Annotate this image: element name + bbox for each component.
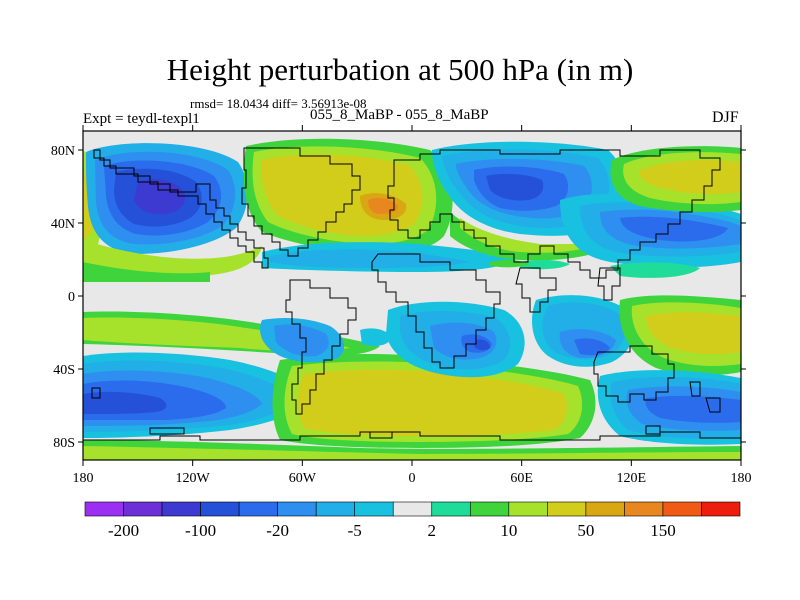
colorbar: -200 -100 -20 -5 2 10 50 150: [84, 501, 741, 540]
latitude-axis: 80N 40N 0 40S 80S: [51, 144, 746, 451]
colorbar-swatch: [547, 501, 587, 517]
lon-tick-label: 60E: [510, 471, 533, 486]
colorbar-label: 2: [428, 521, 437, 540]
colorbar-swatch: [123, 501, 163, 517]
colorbar-swatch: [624, 501, 664, 517]
colorbar-swatch: [238, 501, 278, 517]
coastlines: [83, 147, 741, 441]
experiment-names: 055_8_MaBP - 055_8_MaBP: [310, 107, 489, 123]
lon-tick-label: 180: [731, 471, 752, 486]
lon-tick-label: 180: [73, 471, 94, 486]
colorbar-swatch: [84, 501, 124, 517]
rmsd-diff-stats: rmsd= 18.0434 diff= 3.56913e-08: [190, 96, 367, 111]
colorbar-swatch: [662, 501, 702, 517]
colorbar-label: 150: [650, 521, 676, 540]
colorbar-swatch: [392, 501, 433, 517]
colorbar-swatch: [585, 501, 625, 517]
colorbar-swatch: [200, 501, 240, 517]
colorbar-label: -5: [348, 521, 362, 540]
lat-tick-label: 80N: [51, 144, 75, 159]
lon-tick-label: 60W: [289, 471, 317, 486]
colorbar-swatch: [469, 501, 510, 517]
colorbar-label: -100: [185, 521, 216, 540]
lon-tick-label: 120W: [176, 471, 211, 486]
lon-tick-label: 120E: [617, 471, 647, 486]
colorbar-swatch: [354, 501, 394, 517]
experiment-label: Expt = teydl-texpl1: [83, 111, 200, 127]
colorbar-label: -20: [266, 521, 289, 540]
colorbar-swatch: [508, 501, 548, 517]
colorbar-swatch: [315, 501, 356, 517]
lat-tick-label: 40S: [53, 363, 75, 378]
colorbar-swatch: [277, 501, 317, 517]
plot-title: Height perturbation at 500 hPa (in m): [166, 52, 634, 87]
colorbar-label: -200: [108, 521, 139, 540]
colorbar-swatch: [701, 501, 741, 517]
lon-tick-label: 0: [409, 471, 416, 486]
contour-field: [83, 131, 741, 460]
longitude-axis: 180 120W 60W 0 60E 120E 180: [73, 125, 752, 486]
colorbar-label: 10: [500, 521, 517, 540]
colorbar-swatch: [431, 501, 471, 517]
lat-tick-label: 80S: [53, 436, 75, 451]
lat-tick-label: 40N: [51, 217, 75, 232]
colorbar-swatch: [161, 501, 201, 517]
season-label: DJF: [712, 109, 739, 126]
colorbar-label: 50: [577, 521, 594, 540]
lat-tick-label: 0: [68, 290, 75, 305]
